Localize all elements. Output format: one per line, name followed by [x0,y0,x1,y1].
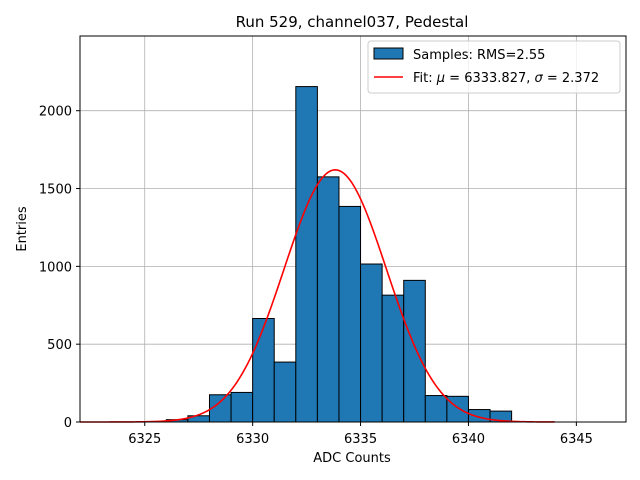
x-tick-label: 6340 [452,432,485,447]
x-tick-label: 6330 [236,432,269,447]
legend-samples-label: Samples: RMS=2.55 [413,48,545,63]
x-tick-label: 6335 [344,432,377,447]
y-tick-label: 2000 [39,105,72,120]
histogram-bar [381,294,405,423]
y-tick-label: 0 [64,416,72,431]
histogram-bar [295,86,318,423]
x-tick-label: 6345 [560,432,593,447]
histogram-bar [424,395,448,423]
histogram-bar [360,263,383,423]
y-tick-label: 1500 [39,183,72,198]
legend-fit-mu-symbol: μ [436,71,445,86]
histogram-bar [467,409,491,423]
legend-fit-label: Fit: μ = 6333.827, σ = 2.372 [413,71,599,86]
y-axis-ticks: 0 500 1000 1500 2000 [39,105,80,431]
legend: Samples: RMS=2.55 Fit: μ = 6333.827, σ =… [367,40,621,94]
x-axis-ticks: 6325 6330 6335 6340 6345 [128,422,593,447]
y-tick-label: 1000 [39,260,72,275]
x-axis-label: ADC Counts [313,451,391,466]
x-tick-label: 6325 [128,432,161,447]
legend-fit-prefix: Fit: [413,71,437,86]
histogram-bar [446,395,469,423]
plot-frame [79,35,627,423]
legend-samples-swatch [373,47,404,60]
legend-box [367,40,621,94]
chart-title: Run 529, channel037, Pedestal [236,13,469,31]
histogram-bar [273,361,297,423]
y-axis-label: Entries [15,206,30,252]
histogram-bar [403,279,426,423]
legend-fit-sigma-value: = 2.372 [543,71,599,86]
y-tick-label: 500 [47,338,72,353]
histogram-bar [230,391,254,423]
legend-fit-sigma-symbol: σ [535,71,544,86]
histogram-bar [338,205,362,423]
legend-fit-mu-value: = 6333.827, [445,71,534,86]
histogram-bars [165,86,513,423]
histogram-bar [316,176,340,423]
gaussian-fit-line [80,169,555,423]
histogram-bar [252,317,275,423]
